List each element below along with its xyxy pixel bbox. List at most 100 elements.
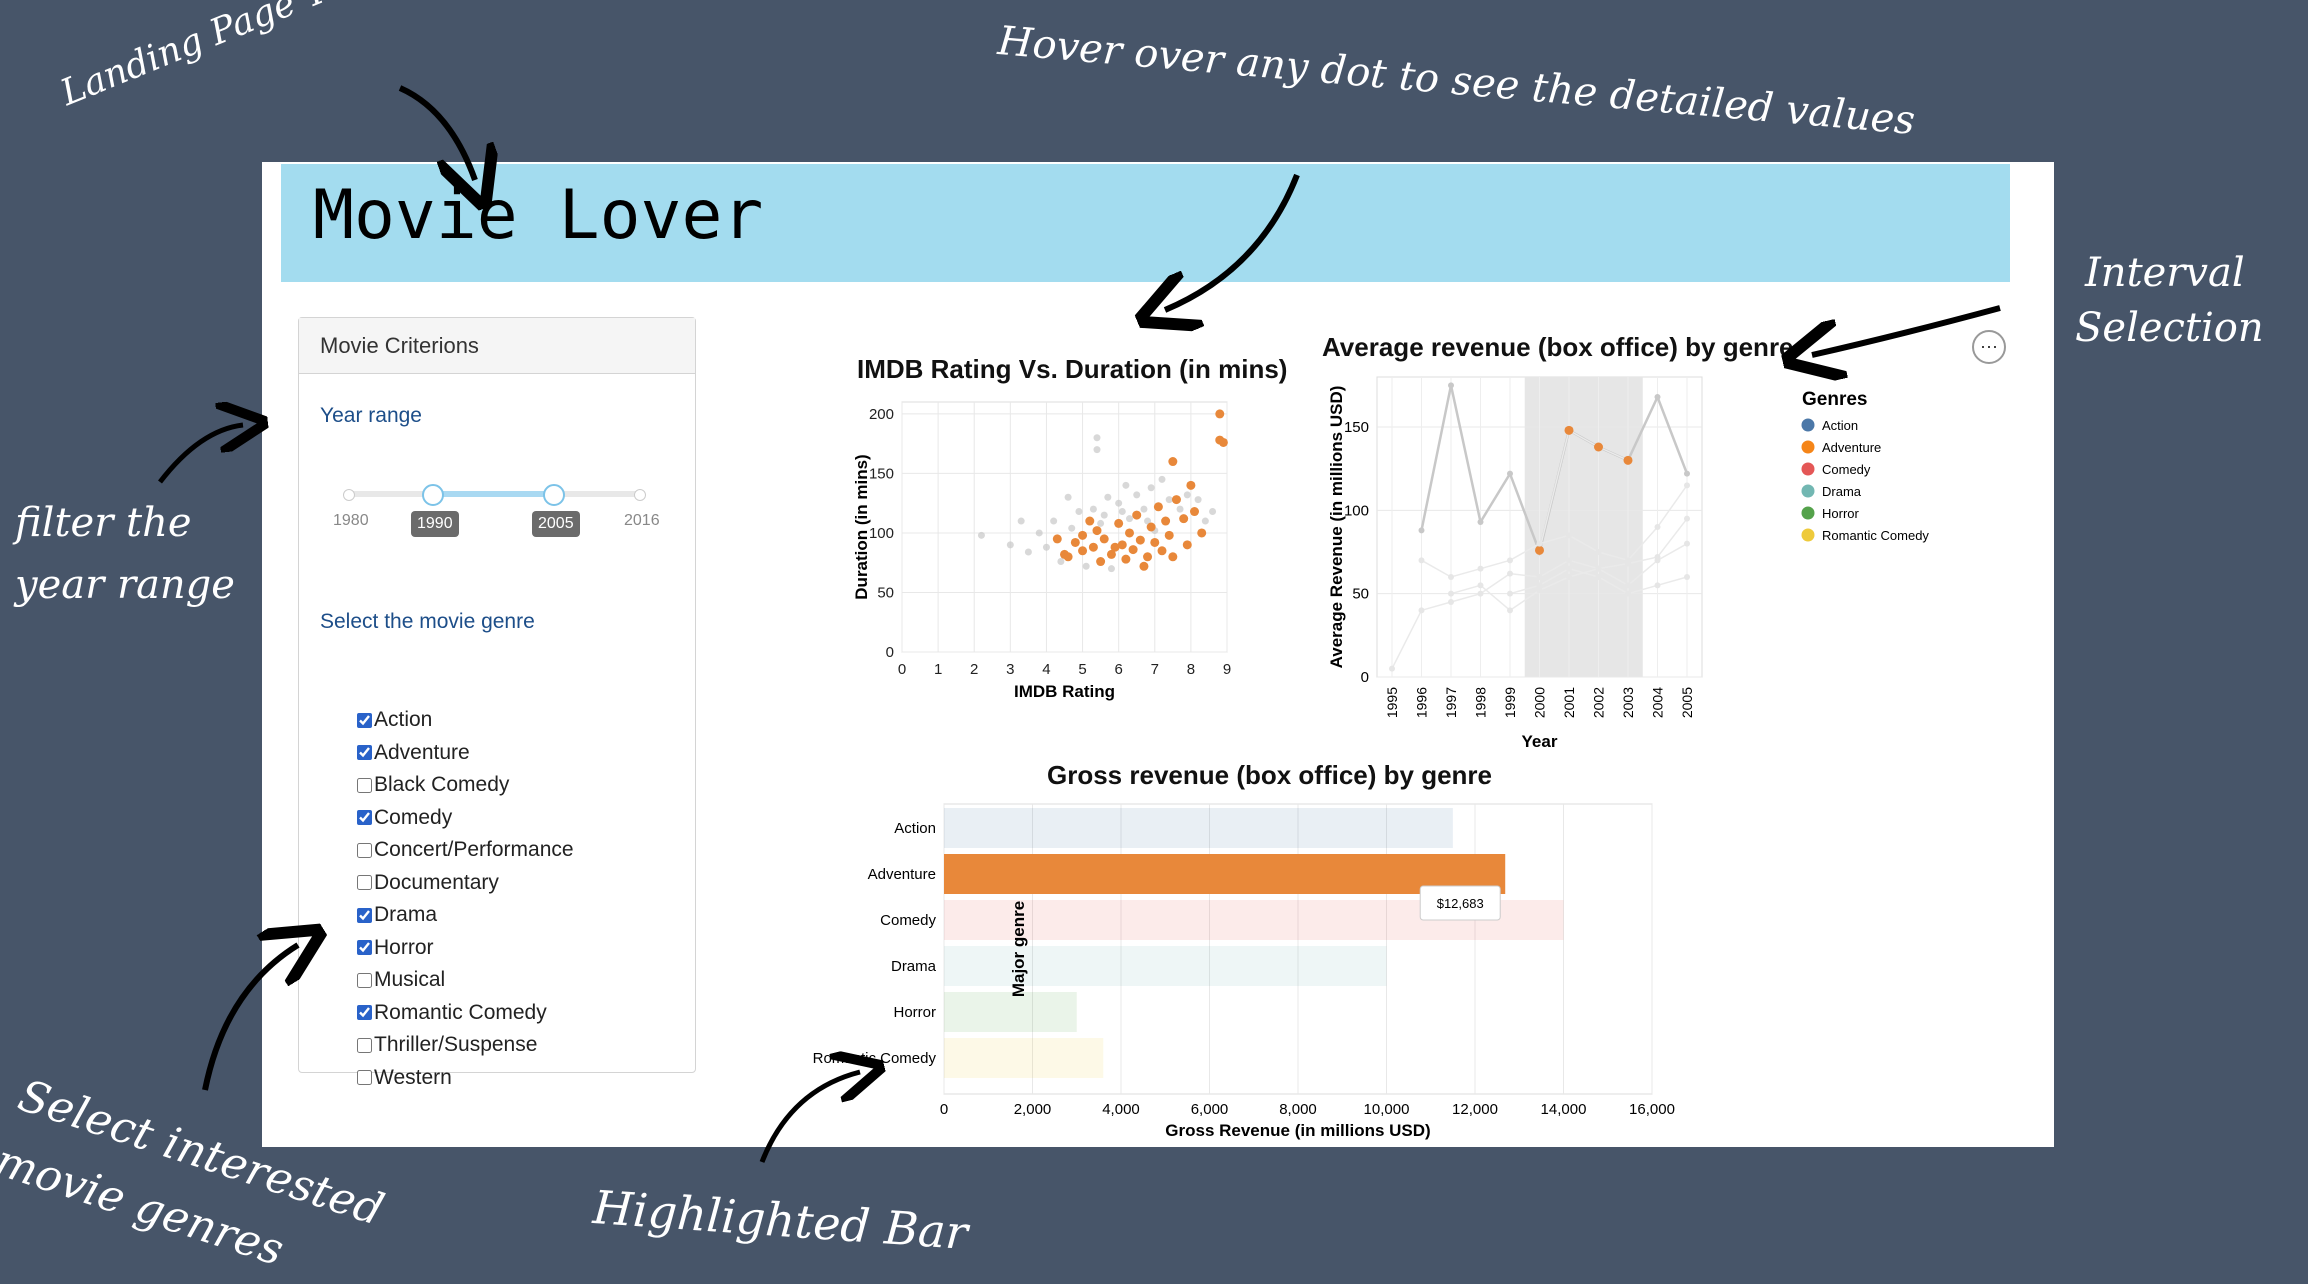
genre-option[interactable]: Drama	[357, 903, 437, 927]
genre-option[interactable]: Musical	[357, 968, 445, 992]
scatter-point-muted	[1122, 481, 1130, 489]
scatter-point-highlighted	[1139, 561, 1149, 571]
slider-range-fill	[431, 491, 551, 497]
slider-handle-to[interactable]	[543, 484, 565, 506]
genre-checkbox[interactable]	[357, 842, 372, 858]
genre-checkbox[interactable]	[357, 907, 372, 923]
scatter-point-highlighted	[1096, 557, 1106, 567]
genre-option[interactable]: Comedy	[357, 806, 452, 830]
line-point	[1654, 394, 1661, 400]
scatter-point-highlighted	[1060, 549, 1069, 559]
bar-category-label: Adventure	[868, 866, 936, 883]
scatter-point-highlighted	[1114, 518, 1124, 528]
scatter-point-highlighted	[1110, 542, 1120, 552]
genre-option[interactable]: Western	[357, 1066, 452, 1090]
bar	[944, 1038, 1104, 1078]
genre-checkbox[interactable]	[357, 940, 372, 955]
bar-x-tick-label: 8,000	[1279, 1101, 1317, 1118]
ellipsis-icon[interactable]: ⋯	[1972, 330, 2006, 364]
annotation-interval-line2: Selection	[2075, 305, 2264, 351]
line-y-axis-label: Average Revenue (in millions USD)	[1327, 386, 1346, 669]
genre-option[interactable]: Concert/Performance	[357, 838, 574, 862]
scatter-point-muted	[1158, 475, 1166, 483]
line-y-tick-label: 100	[1344, 502, 1369, 519]
genre-label: Concert/Performance	[374, 838, 574, 861]
annotation-filter-line2: year range	[15, 562, 235, 608]
line-x-tick-label: 1999	[1502, 687, 1518, 718]
genre-option[interactable]: Horror	[357, 936, 434, 960]
genre-label: Thriller/Suspense	[374, 1033, 538, 1056]
genre-checkbox[interactable]	[357, 972, 372, 988]
scatter-y-axis-label: Duration (in mins)	[852, 454, 871, 599]
scatter-point-highlighted	[1132, 510, 1142, 520]
scatter-y-tick-label: 150	[869, 465, 894, 482]
scatter-point-highlighted	[1146, 522, 1156, 532]
genre-option[interactable]: Adventure	[357, 741, 470, 765]
scatter-point-muted	[1068, 524, 1076, 532]
genre-option[interactable]: Documentary	[357, 871, 499, 895]
page-title: Movie Lover	[313, 176, 764, 255]
genre-option[interactable]: Black Comedy	[357, 773, 509, 797]
scatter-y-tick-label: 100	[869, 525, 894, 542]
scatter-point-muted	[1017, 517, 1025, 525]
scatter-x-tick-label: 5	[1078, 661, 1086, 678]
line-point	[1448, 590, 1454, 597]
line-point	[1507, 607, 1513, 614]
scatter-point-highlighted	[1161, 516, 1171, 526]
line-point	[1684, 515, 1690, 522]
year-range-label: Year range	[320, 404, 422, 427]
scatter-title: IMDB Rating Vs. Duration (in mins)	[857, 354, 1288, 384]
line-x-tick-label: 1998	[1473, 687, 1489, 718]
genre-checkbox[interactable]	[357, 712, 372, 728]
line-x-axis-label: Year	[1522, 732, 1558, 751]
line-point	[1566, 557, 1572, 564]
scatter-x-tick-label: 1	[934, 661, 942, 678]
scatter-x-tick-label: 0	[898, 661, 906, 678]
legend-swatch	[1801, 528, 1815, 542]
scatter-point-muted	[1176, 505, 1184, 513]
scatter-point-muted	[977, 531, 985, 539]
genre-option[interactable]: Action	[357, 708, 432, 732]
genre-checkbox[interactable]	[357, 810, 372, 825]
scatter-point-muted	[1107, 565, 1115, 573]
line-point	[1566, 565, 1572, 572]
slider-handle-from[interactable]	[422, 484, 444, 506]
scatter-point-highlighted	[1157, 546, 1167, 556]
scatter-point-highlighted	[1171, 495, 1181, 505]
line-point	[1594, 442, 1603, 452]
line-point	[1595, 549, 1602, 555]
scatter-point-highlighted	[1092, 526, 1102, 536]
line-point	[1418, 527, 1425, 534]
bar-x-tick-label: 2,000	[1014, 1101, 1052, 1118]
genre-checkbox[interactable]	[357, 1005, 372, 1020]
genre-checkbox[interactable]	[357, 745, 372, 760]
bar	[944, 854, 1506, 894]
line-x-tick-label: 2002	[1591, 687, 1607, 718]
scatter-point-highlighted	[1190, 507, 1199, 517]
bar-x-tick-label: 16,000	[1629, 1101, 1675, 1118]
arrow-title	[398, 85, 475, 180]
genre-checkbox[interactable]	[357, 875, 372, 890]
legend-swatch	[1801, 440, 1815, 454]
scatter-point-muted	[1104, 493, 1112, 501]
genre-option[interactable]: Thriller/Suspense	[357, 1033, 537, 1057]
line-point	[1535, 545, 1544, 555]
bar	[944, 946, 1387, 986]
scatter-point-highlighted	[1182, 540, 1192, 550]
line-point	[1418, 607, 1425, 614]
genre-checkbox[interactable]	[357, 1070, 372, 1085]
scatter-point-muted	[1006, 541, 1014, 549]
genre-label: Action	[374, 708, 433, 731]
genre-checkbox[interactable]	[357, 1037, 372, 1053]
scatter-x-tick-label: 8	[1187, 661, 1195, 678]
scatter-x-tick-label: 4	[1042, 661, 1050, 678]
genre-checkbox[interactable]	[357, 777, 372, 793]
scatter-point-highlighted	[1215, 409, 1225, 419]
scatter-chart: 0 1 2 3 4 5 6 7 8 9 0 50 100 150 200 IMDB Rating Duratio…	[852, 401, 1231, 701]
arrow-interval	[1812, 305, 2001, 355]
year-range-slider[interactable]	[349, 491, 639, 497]
line-series	[1421, 484, 1688, 578]
legend-label: Romantic Comedy	[1822, 528, 1929, 543]
scatter-point-highlighted	[1085, 516, 1095, 526]
genre-option[interactable]: Romantic Comedy	[357, 1001, 547, 1025]
